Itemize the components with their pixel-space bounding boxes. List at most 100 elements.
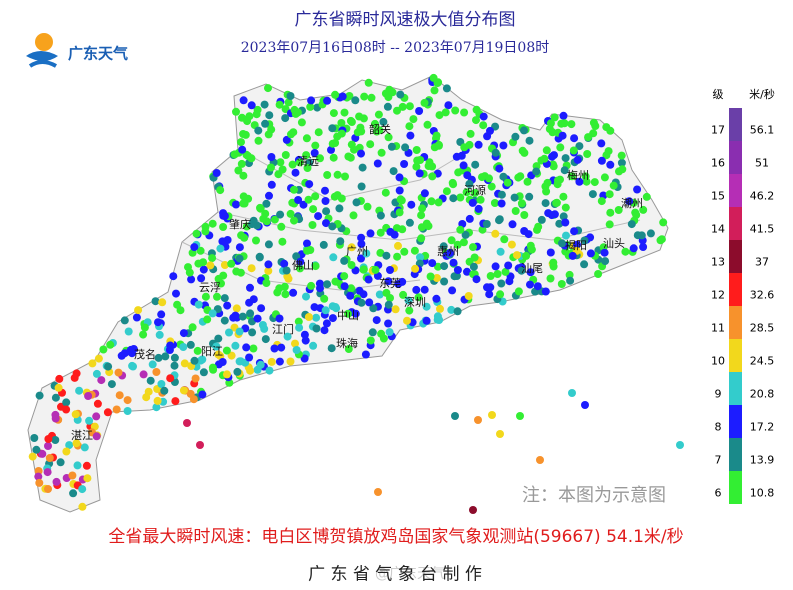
station-dot [384, 319, 393, 328]
station-dot [639, 205, 648, 214]
station-dot [359, 290, 368, 299]
station-dot [249, 216, 258, 225]
station-dot [580, 236, 589, 245]
station-dot [212, 169, 221, 177]
station-dot [552, 199, 561, 207]
station-dot [383, 102, 392, 111]
city-label: 江门 [272, 322, 294, 336]
station-dot [609, 181, 618, 190]
station-dot [82, 461, 91, 470]
station-dot [395, 186, 404, 195]
station-dot [549, 160, 557, 169]
station-dot [350, 145, 358, 154]
station-dot [333, 170, 342, 179]
station-dot [440, 277, 449, 286]
station-dot [487, 182, 496, 191]
station-dot [496, 290, 505, 299]
station-dot [28, 452, 37, 461]
station-dot [534, 222, 543, 231]
station-dot [246, 309, 255, 318]
station-dot [227, 259, 236, 268]
station-dot [605, 220, 614, 229]
station-dot [447, 305, 456, 314]
station-dot [434, 140, 443, 149]
station-dot [388, 88, 397, 97]
station-dot [482, 220, 491, 228]
station-dot [84, 392, 93, 400]
station-dot [322, 207, 331, 216]
station-dot [407, 200, 416, 209]
station-dot [617, 151, 626, 160]
station-dot [289, 128, 298, 137]
station-dot [382, 288, 391, 297]
station-dot [396, 90, 405, 99]
station-dot [517, 266, 526, 275]
island-dot [516, 412, 524, 420]
station-dot [51, 436, 60, 444]
station-dot [514, 173, 523, 182]
station-dot [381, 89, 390, 98]
station-dot [241, 130, 250, 139]
city-label: 肇庆 [229, 217, 251, 231]
city-label: 阳江 [201, 345, 223, 358]
logo-text: 广东天气 [68, 45, 128, 63]
station-dot [393, 252, 402, 261]
station-dot [166, 374, 175, 383]
station-dot [347, 284, 356, 293]
station-dot [364, 78, 373, 87]
station-dot [410, 246, 419, 255]
station-dot [532, 167, 541, 176]
station-dot [303, 164, 312, 172]
station-dot [340, 108, 349, 117]
station-dot [214, 334, 223, 343]
station-dot [323, 96, 332, 105]
station-dot [659, 218, 668, 227]
city-label: 深圳 [404, 296, 426, 309]
station-dot [199, 368, 208, 377]
island-dot [536, 456, 544, 464]
city-label: 佛山 [292, 259, 314, 272]
station-dot [302, 292, 310, 301]
station-dot [322, 219, 330, 228]
station-dot [627, 220, 636, 229]
station-dot [270, 215, 279, 224]
station-dot [526, 280, 534, 289]
station-dot [69, 489, 78, 498]
station-dot [340, 272, 349, 281]
station-dot [227, 351, 236, 360]
station-dot [30, 434, 39, 442]
station-dot [541, 287, 550, 296]
station-dot [336, 237, 345, 246]
station-dot [124, 327, 133, 336]
station-dot [220, 294, 229, 303]
station-dot [600, 173, 609, 182]
station-dot [238, 312, 247, 321]
station-dot [196, 246, 205, 255]
station-dot [546, 274, 555, 283]
station-dot [493, 270, 502, 278]
legend-swatch [729, 141, 742, 174]
station-dot [584, 133, 593, 142]
station-dot [154, 353, 163, 362]
station-dot [490, 199, 499, 207]
station-dot [347, 261, 356, 269]
station-dot [321, 306, 330, 315]
station-dot [288, 160, 297, 169]
island-dot [676, 441, 684, 449]
station-dot [432, 274, 441, 282]
station-dot [247, 101, 256, 110]
station-dot [231, 311, 240, 320]
legend-swatch [729, 240, 742, 273]
station-dot [465, 214, 474, 223]
station-dot [428, 172, 437, 181]
island-dot [451, 412, 459, 420]
station-dot [597, 156, 606, 165]
legend-speed: 56.1 [750, 124, 775, 137]
station-dot [65, 441, 74, 450]
station-dot [192, 229, 201, 238]
station-dot [412, 146, 421, 154]
station-dot [237, 138, 245, 147]
station-dot [565, 270, 574, 279]
station-dot [570, 134, 579, 143]
island-dot [183, 419, 191, 427]
